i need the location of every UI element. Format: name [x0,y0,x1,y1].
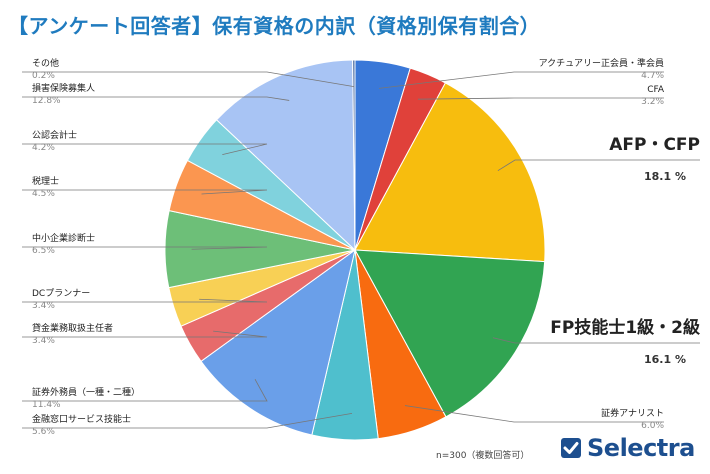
slice-label: 金融窓口サービス技能士 [32,413,131,425]
leader-line [22,246,268,250]
slice-value-label: 4.7% [641,71,664,81]
slice-value-label: 0.2% [32,71,55,81]
leader-line [404,405,664,423]
slice-label: その他 [32,57,59,69]
leader-line [22,412,353,429]
slice-value-label: 12.8% [32,96,61,106]
leader-line [22,379,268,402]
slice-3 [354,249,546,418]
slice-value-label: 11.4% [32,400,61,410]
slice-13 [352,59,356,251]
leader-line [22,189,268,195]
leader-lines [22,71,700,429]
slice-label: 公認会計士 [32,129,77,141]
chart-title: 【アンケート回答者】保有資格の内訳（資格別保有割合） [8,14,541,38]
slice-value-label: 6.5% [32,246,55,256]
slice-label: CFA [647,85,665,95]
slice-value-label: 5.6% [32,427,55,437]
slice-label: 中小企業診断士 [32,232,95,244]
slice-label: 損害保険募集人 [32,82,95,94]
leader-line [22,143,268,156]
slice-12 [215,59,356,252]
slice-label: 証券外務員（一種・二種） [32,386,140,398]
checkmark-logo-icon [560,437,582,459]
leader-line [497,159,700,172]
leader-line [22,330,268,338]
leader-line [492,337,700,344]
slice-label: AFP・CFP [609,135,700,155]
pie-slices [164,59,546,441]
slice-value-label: 16.1 % [644,353,686,366]
leader-line [378,71,664,89]
slice-label: DCプランナー [32,288,90,299]
slice-value-label: 4.5% [32,189,55,199]
brand-name: Selectra [587,434,695,462]
slice-value-label: 3.4% [32,301,55,311]
leader-line [417,97,664,100]
slice-6 [200,248,356,436]
slice-value-label: 6.0% [641,421,664,431]
slice-value-label: 18.1 % [644,170,686,183]
slice-labels: アクチュアリー正会員・準会員 4.7% CFA 3.2% AFP・CFP 18.1 % FP… [32,57,700,437]
brand-logo[interactable]: Selectra [560,434,695,462]
leader-line [22,71,355,87]
leader-line [22,96,290,101]
sample-size-note: n=300（複数回答可） [436,451,530,461]
slice-value-label: 3.2% [641,97,664,107]
slice-label: FP技能士1級・2級 [550,317,700,338]
slice-label: 証券アナリスト [601,407,664,419]
slice-value-label: 3.4% [32,336,55,346]
slice-label: アクチュアリー正会員・準会員 [539,57,664,69]
slice-value-label: 4.2% [32,143,55,153]
slice-label: 税理士 [32,175,59,187]
slice-2 [354,82,546,263]
slice-label: 貸金業務取扱主任者 [32,322,113,334]
leader-line [22,298,268,303]
